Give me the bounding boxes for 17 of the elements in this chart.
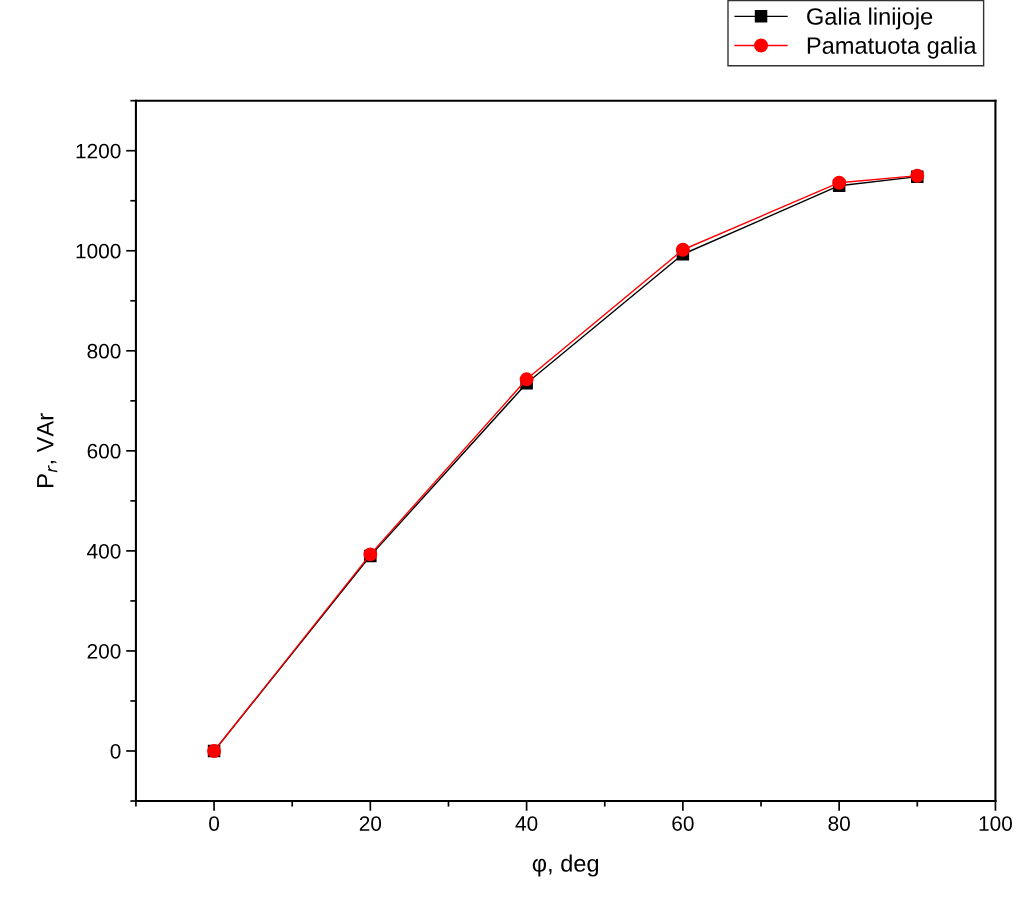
x-tick-label: 0 <box>209 816 220 831</box>
y-tick-label: 800 <box>87 343 121 359</box>
x-axis-title: φ, deg <box>532 854 599 877</box>
y-tick-label: 1200 <box>76 143 121 159</box>
legend-label: Pamatuota galia <box>807 36 977 59</box>
x-tick-label: 40 <box>515 816 538 831</box>
x-tick-label: 60 <box>672 816 694 831</box>
y-tick-label: 400 <box>87 543 121 559</box>
y-tick-label: 200 <box>87 643 121 659</box>
legend-label: Galia linijoje <box>807 7 933 30</box>
x-tick-label: 20 <box>359 816 382 831</box>
x-tick-label: 80 <box>828 816 850 831</box>
y-tick-label: 0 <box>110 743 121 759</box>
y-tick-label: 600 <box>87 443 121 459</box>
y-tick-label: 1000 <box>76 243 121 259</box>
y-axis-title: P$_{r}$, VAr <box>37 413 58 487</box>
x-tick-label: 100 <box>979 816 1012 831</box>
